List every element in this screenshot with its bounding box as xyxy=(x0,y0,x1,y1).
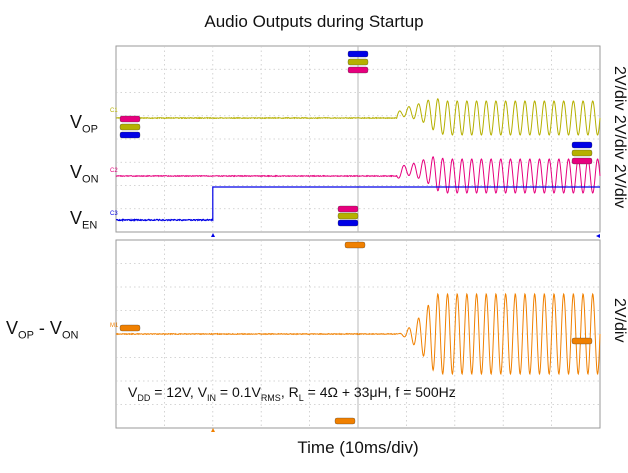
von-label: VON xyxy=(70,162,99,186)
badge-right-c xyxy=(572,158,592,164)
badge-top-cursor-a xyxy=(348,51,368,57)
ven-label: VEN xyxy=(70,208,97,232)
channel-tag: C2 xyxy=(110,168,118,174)
badge-top-cursor-b xyxy=(348,59,368,65)
badge-left-m1 xyxy=(120,325,140,331)
badge-right-b xyxy=(572,150,592,156)
badge-top-cursor-c xyxy=(348,67,368,73)
vop-label: VOP xyxy=(70,112,98,136)
trigger-arrow-top xyxy=(211,233,215,237)
badge-right-m1 xyxy=(572,338,592,344)
test-conditions: VDD = 12V, VIN = 0.1VRMS, RL = 4Ω + 33μH… xyxy=(128,384,456,403)
top-scale-label: 2V/div 2V/div 2V/div xyxy=(610,66,628,208)
badge-left-c1-b xyxy=(120,124,140,130)
channel-tag: C3 xyxy=(110,211,118,217)
level-arrow-right xyxy=(596,234,600,238)
badge-mid-cursor-a xyxy=(338,206,358,212)
channel-tag: M1 xyxy=(110,323,119,329)
badge-left-c1-a xyxy=(120,116,140,122)
x-axis-label: Time (10ms/div) xyxy=(116,438,600,458)
bottom-scale-label: 2V/div xyxy=(610,298,628,342)
channel-tag: C1 xyxy=(110,108,118,114)
badge-bot-cursor-bottom xyxy=(335,418,355,424)
vop-von-label: VOP - VON xyxy=(6,318,78,342)
badge-right-a xyxy=(572,142,592,148)
trigger-arrow-bottom xyxy=(211,428,215,432)
badge-mid-cursor-c xyxy=(338,220,358,226)
badge-bot-cursor-top xyxy=(345,242,365,248)
badge-left-c1-c xyxy=(120,132,140,138)
badge-mid-cursor-b xyxy=(338,213,358,219)
